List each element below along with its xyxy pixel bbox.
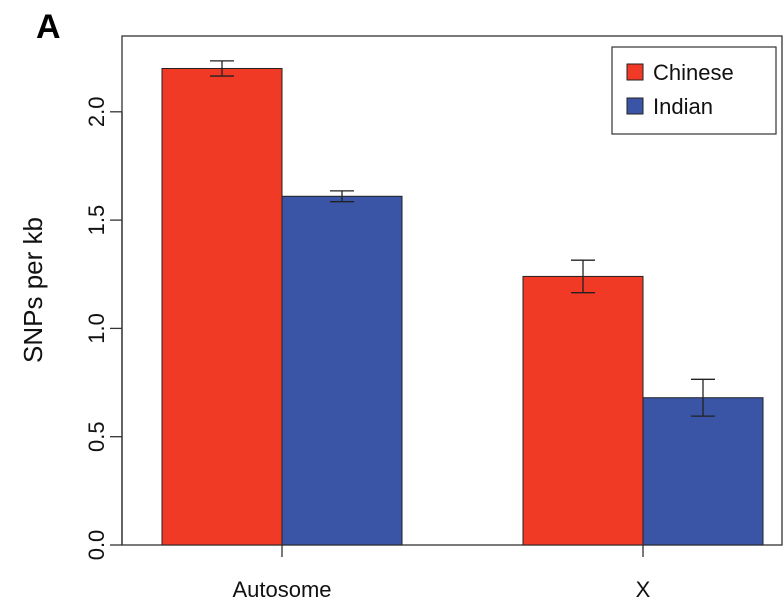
legend-label-chinese: Chinese (653, 60, 734, 85)
error-bar (330, 190, 354, 203)
error-bar (571, 259, 595, 294)
legend-swatch-indian (626, 97, 644, 115)
bar-chinese-x (522, 275, 644, 546)
x-category-label: Autosome (232, 577, 331, 602)
y-tick-label: 1.5 (84, 205, 109, 236)
legend: Chinese Indian (611, 46, 777, 135)
panel-label: A (36, 8, 61, 46)
y-tick-label: 2.0 (84, 97, 109, 128)
error-bars-group (210, 60, 715, 417)
y-tick-label: 0.5 (84, 421, 109, 452)
y-tick-label: 1.0 (84, 313, 109, 344)
bar-indian-x (642, 397, 764, 546)
bar-chinese-autosome (161, 67, 283, 546)
y-tick-label: 0.0 (84, 530, 109, 561)
bars-group (161, 67, 764, 546)
error-bar (210, 60, 234, 77)
bar-indian-autosome (281, 195, 403, 546)
y-axis-label: SNPs per kb (18, 217, 48, 363)
x-category-label: X (636, 577, 651, 602)
legend-label-indian: Indian (653, 94, 713, 119)
legend-swatch-chinese (626, 63, 644, 81)
x-axis: Autosome X (232, 545, 651, 602)
error-bar (691, 378, 715, 417)
y-axis: 0.0 0.5 1.0 1.5 2.0 (84, 97, 123, 561)
legend-box (611, 46, 777, 135)
